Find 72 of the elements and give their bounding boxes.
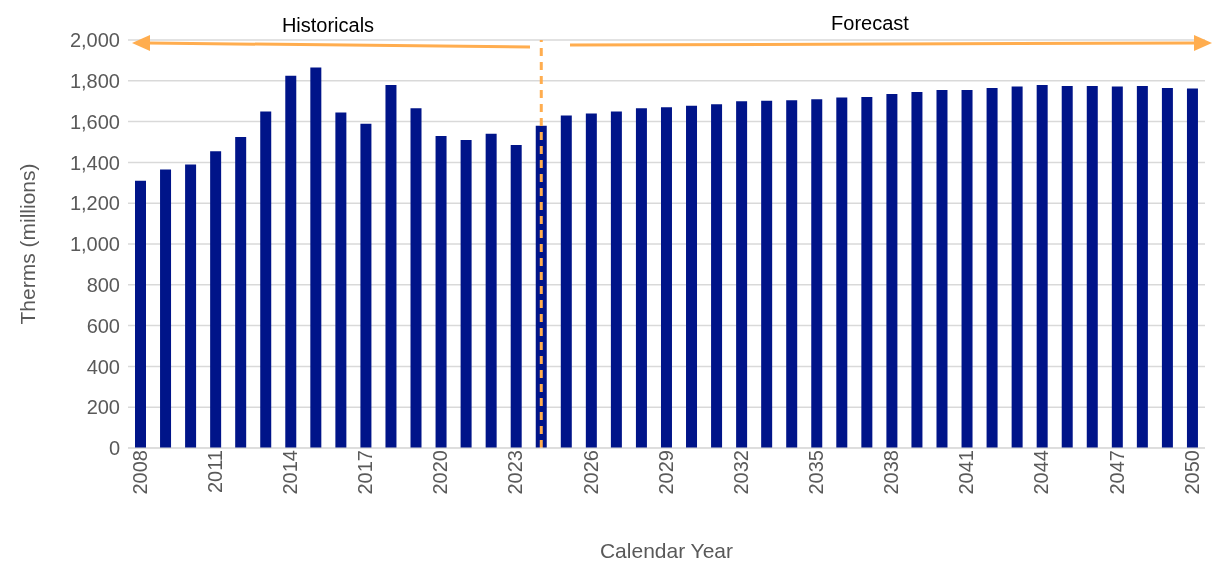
x-tick-label: 2026 [579,450,602,495]
bar [811,99,823,448]
bar [410,108,422,448]
bar [711,104,723,448]
y-tick-label: 400 [86,355,120,378]
x-tick-label: 2011 [203,450,226,494]
x-tick-label: 2014 [279,450,301,495]
bar [360,123,372,448]
bar [135,180,146,448]
x-tick-label: 2017 [354,450,377,495]
bar [635,108,647,448]
bar [836,97,848,448]
x-tick-label: 2044 [1030,450,1053,495]
bar [936,89,948,448]
bar [660,107,672,448]
bar [235,136,247,448]
x-tick-label: 2008 [128,450,151,495]
text: Forecast [831,12,909,35]
bar [861,97,873,448]
bar [185,164,197,448]
bar [485,133,497,448]
bar [310,67,322,448]
x-tick-label: 2023 [504,450,527,495]
bar [1036,84,1048,448]
x-tick-label: 2047 [1105,450,1128,495]
bar [585,113,597,448]
y-tick-label: 1,800 [69,69,120,92]
bar [786,100,798,448]
bar [736,101,748,448]
bar [210,151,222,448]
x-tick-label: 2029 [654,450,677,495]
bar [285,75,297,448]
bar [160,169,172,448]
y-tick-label: 600 [86,314,120,337]
bar [1111,86,1123,448]
x-axis-title: Calendar Year [599,539,734,562]
bar [435,135,447,448]
bar [610,111,622,448]
bar [1011,86,1023,448]
bar [1061,85,1073,448]
y-tick-label: 800 [86,273,120,296]
y-tick-label: 1,200 [69,192,120,215]
bar [1136,85,1148,448]
bar [510,145,522,448]
y-axis-title: Therms (millions) [16,163,40,325]
bar [560,115,572,448]
bar [886,94,898,448]
x-tick-label: 2032 [729,450,752,495]
bar [260,111,272,448]
x-tick-label: 2035 [804,450,827,495]
y-tick-label: 1,600 [69,110,120,133]
bar [686,105,698,448]
x-tick-label: 2050 [1180,450,1203,495]
y-tick-label: 2,000 [69,29,120,52]
bar [1186,88,1198,448]
x-tick-label: 2041 [955,450,978,495]
y-tick-label: 1,400 [69,151,120,174]
bar [961,89,973,448]
bar [335,112,347,448]
y-tick-label: 0 [108,437,120,460]
bar [911,92,923,448]
bar [1086,85,1098,448]
x-tick-label: 2020 [429,450,452,495]
y-tick-label: 200 [86,396,120,419]
y-tick-label: 1,000 [69,233,120,256]
bar [1161,87,1173,448]
x-tick-label: 2038 [880,450,903,495]
bar [460,139,472,448]
bar [986,87,998,448]
bar [385,84,397,448]
bar [761,100,773,448]
text: Historicals [281,14,375,37]
